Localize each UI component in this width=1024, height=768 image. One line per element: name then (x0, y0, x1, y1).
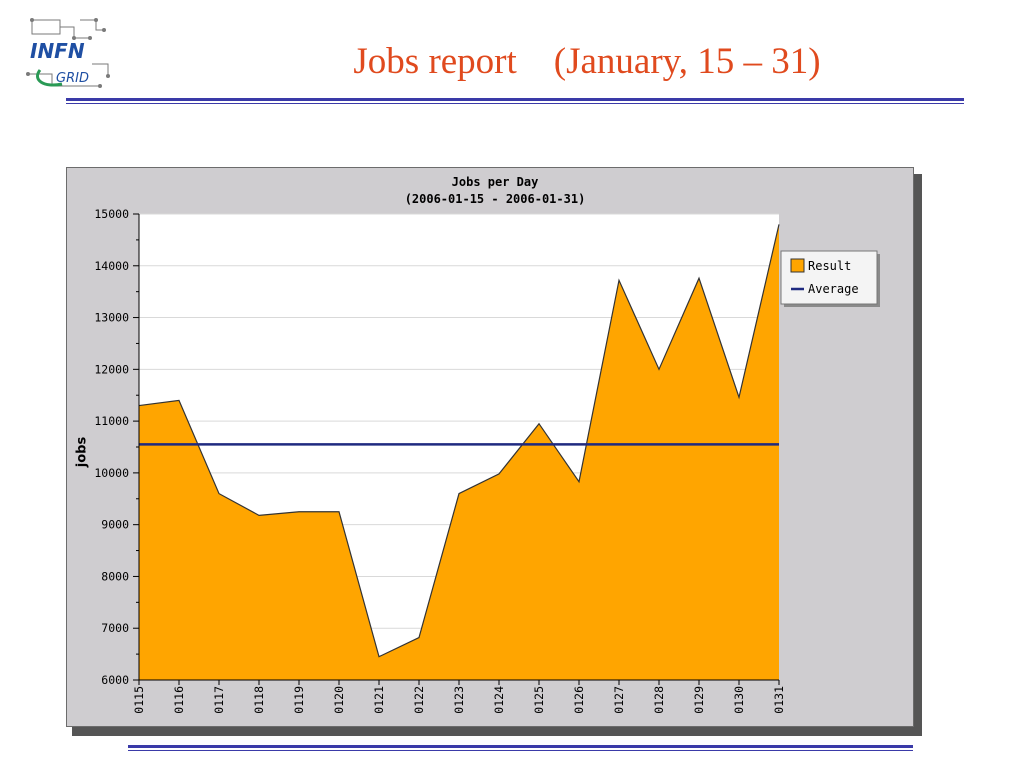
x-tick-label: 0128 (652, 686, 666, 714)
x-tick-label: 0123 (452, 686, 466, 714)
y-tick-label: 13000 (94, 311, 129, 325)
x-tick-label: 0131 (772, 686, 786, 714)
x-tick-label: 0119 (292, 686, 306, 714)
result-area (139, 224, 779, 680)
y-axis-label: jobs (75, 437, 90, 469)
y-tick-label: 6000 (101, 673, 129, 687)
x-tick-label: 0127 (612, 686, 626, 714)
logo-text-grid: GRID (56, 71, 89, 86)
chart-title: Jobs per Day (452, 175, 539, 189)
x-tick-label: 0125 (532, 686, 546, 714)
slide-title: Jobs report (January, 15 – 31) (353, 41, 821, 82)
bottom-divider (128, 745, 913, 748)
bottom-divider-thin (128, 750, 913, 751)
y-tick-label: 15000 (94, 207, 129, 221)
y-tick-label: 9000 (101, 518, 129, 532)
top-divider-thin (66, 103, 964, 104)
y-tick-label: 14000 (94, 259, 129, 273)
top-divider (66, 98, 964, 101)
y-tick-label: 10000 (94, 466, 129, 480)
x-tick-label: 0120 (332, 686, 346, 714)
x-tick-label: 0126 (572, 686, 586, 714)
x-tick-label: 0115 (132, 686, 146, 714)
x-tick-label: 0116 (172, 686, 186, 714)
infn-grid-logo-graphic: INFN GRID (26, 18, 110, 88)
x-tick-label: 0121 (372, 686, 386, 714)
y-tick-label: 11000 (94, 414, 129, 428)
result-line (138, 224, 780, 658)
legend-swatch-result (790, 258, 805, 273)
x-tick-label: 0122 (412, 686, 426, 714)
x-tick-label: 0124 (492, 686, 506, 714)
x-tick-label: 0118 (252, 686, 266, 714)
chart-subtitle: (2006-01-15 - 2006-01-31) (405, 192, 586, 206)
infn-grid-logo: INFN GRID (22, 14, 118, 94)
y-tick-label: 7000 (101, 621, 129, 635)
logo-text-infn: INFN (30, 39, 85, 63)
y-tick-label: 12000 (94, 362, 129, 376)
y-tick-label: 8000 (101, 569, 129, 583)
x-tick-label: 0130 (732, 686, 746, 714)
x-tick-label: 0129 (692, 686, 706, 714)
legend-label-result: Result (808, 259, 851, 273)
x-tick-label: 0117 (212, 686, 226, 714)
legend-label-average: Average (808, 282, 859, 296)
